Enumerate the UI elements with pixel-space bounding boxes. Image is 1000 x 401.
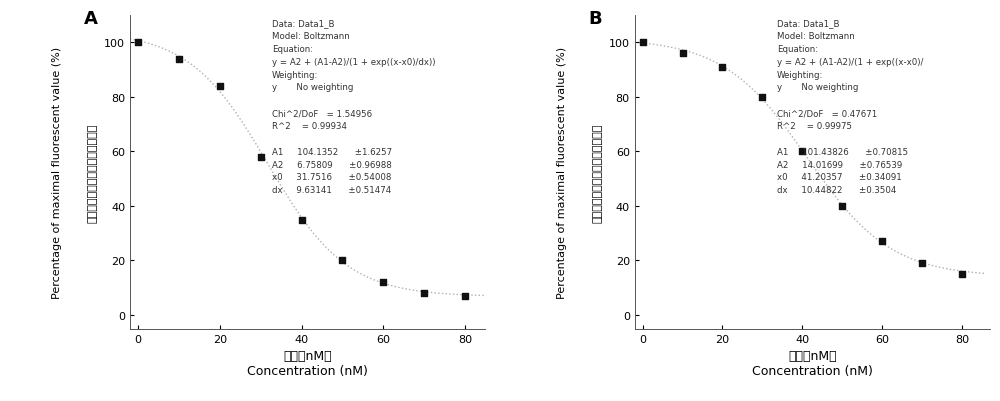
Text: Data: Data1_B
Model: Boltzmann
Equation:
y = A2 + (A1-A2)/(1 + exp((x-x0)/
Weigh: Data: Data1_B Model: Boltzmann Equation:… bbox=[777, 19, 923, 195]
Text: B: B bbox=[588, 10, 602, 28]
Text: A: A bbox=[84, 10, 98, 28]
Point bbox=[212, 83, 228, 90]
Point bbox=[253, 154, 269, 161]
Point bbox=[874, 239, 890, 245]
Point bbox=[375, 279, 391, 286]
Point bbox=[954, 271, 970, 277]
Y-axis label: Percentage of maximal fluorescent value (%): Percentage of maximal fluorescent value … bbox=[52, 47, 62, 298]
Point bbox=[714, 65, 730, 71]
Point bbox=[914, 260, 930, 267]
Point bbox=[675, 51, 691, 57]
Point bbox=[834, 203, 850, 210]
Point bbox=[457, 293, 473, 300]
Point bbox=[171, 57, 187, 63]
Point bbox=[334, 257, 350, 264]
Point bbox=[294, 217, 310, 223]
Text: 所占最大荧光度値的百分比（％）: 所占最大荧光度値的百分比（％） bbox=[592, 123, 602, 222]
Y-axis label: Percentage of maximal fluorescent value (%): Percentage of maximal fluorescent value … bbox=[557, 47, 567, 298]
Text: 所占最大荧光度値的百分比（％）: 所占最大荧光度値的百分比（％） bbox=[88, 123, 98, 222]
Text: Data: Data1_B
Model: Boltzmann
Equation:
y = A2 + (A1-A2)/(1 + exp((x-x0)/dx))
W: Data: Data1_B Model: Boltzmann Equation:… bbox=[272, 19, 436, 195]
X-axis label: 浓度（nM）
Concentration (nM): 浓度（nM） Concentration (nM) bbox=[752, 349, 873, 377]
Point bbox=[635, 40, 651, 47]
Point bbox=[416, 290, 432, 297]
Point bbox=[794, 149, 810, 155]
Point bbox=[754, 94, 770, 101]
Point bbox=[130, 40, 146, 47]
X-axis label: 浓度（nM）
Concentration (nM): 浓度（nM） Concentration (nM) bbox=[247, 349, 368, 377]
